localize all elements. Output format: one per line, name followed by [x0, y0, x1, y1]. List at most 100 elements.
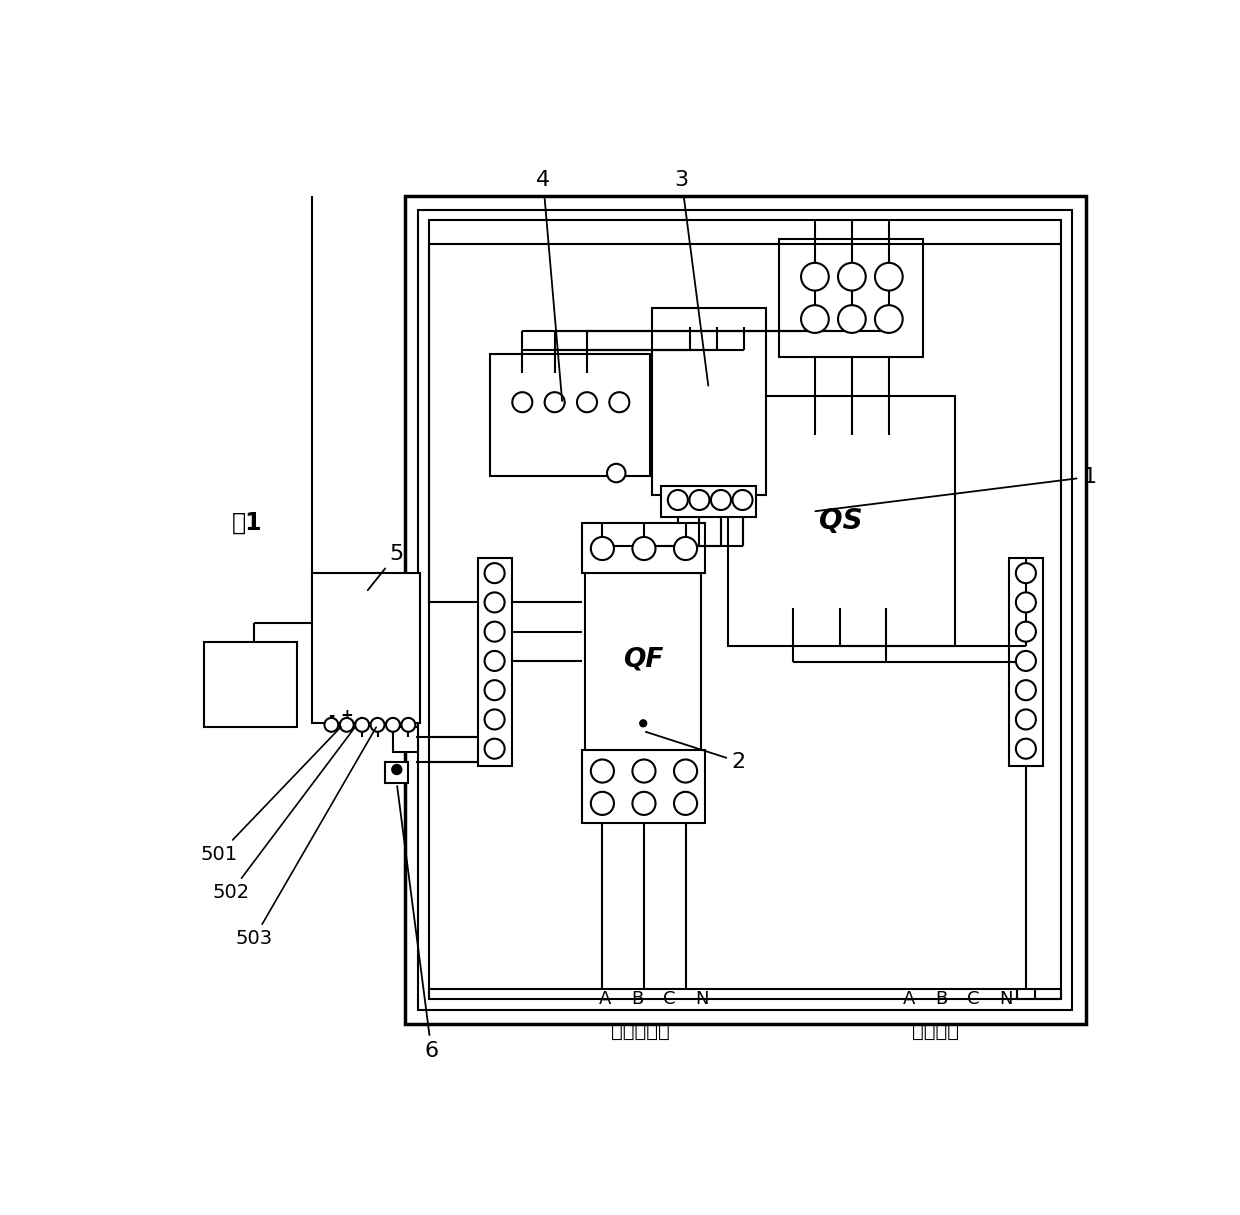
Text: B: B [631, 990, 644, 1008]
Text: 逆变器输出: 逆变器输出 [611, 1022, 670, 1041]
Circle shape [632, 759, 656, 782]
Bar [751, 419, 932, 623]
Circle shape [590, 537, 614, 560]
Bar [573, 426, 595, 450]
Bar [661, 317, 756, 486]
Bar [477, 558, 512, 765]
Bar [393, 727, 418, 752]
Bar [708, 337, 725, 468]
Bar [205, 643, 296, 727]
Circle shape [485, 651, 505, 671]
Text: QS: QS [820, 507, 863, 535]
Bar [500, 363, 641, 467]
Bar [589, 531, 697, 570]
Circle shape [485, 563, 505, 583]
Circle shape [632, 537, 656, 560]
Text: 2: 2 [646, 731, 746, 772]
Circle shape [675, 792, 697, 815]
Text: A: A [903, 990, 915, 1008]
Text: 6: 6 [397, 786, 439, 1061]
Circle shape [609, 392, 630, 412]
Circle shape [689, 490, 709, 510]
Circle shape [544, 392, 564, 412]
Bar [652, 309, 765, 496]
Circle shape [632, 792, 656, 815]
Bar [774, 442, 909, 600]
Circle shape [1016, 622, 1035, 642]
Circle shape [386, 718, 399, 731]
Circle shape [371, 718, 384, 731]
Circle shape [1016, 710, 1035, 729]
Text: 图1: 图1 [232, 512, 262, 535]
Bar [418, 210, 1073, 1010]
Circle shape [485, 593, 505, 612]
Text: N: N [999, 990, 1013, 1008]
Circle shape [1016, 593, 1035, 612]
Bar [779, 239, 924, 357]
Text: 4: 4 [536, 170, 562, 401]
Bar [386, 762, 408, 784]
Bar [682, 337, 698, 468]
Bar [797, 258, 905, 338]
Bar [766, 435, 916, 608]
Circle shape [392, 765, 402, 774]
Circle shape [875, 305, 903, 333]
Circle shape [590, 759, 614, 782]
Text: 并电网相: 并电网相 [913, 1022, 960, 1041]
Circle shape [801, 305, 828, 333]
Text: +: + [340, 708, 353, 723]
Circle shape [640, 720, 646, 727]
Text: QF: QF [622, 646, 663, 672]
Bar [508, 373, 631, 458]
Bar [670, 327, 748, 477]
Circle shape [577, 392, 596, 412]
Circle shape [801, 262, 828, 290]
Text: -: - [329, 708, 335, 723]
Text: C: C [967, 990, 980, 1008]
Circle shape [485, 680, 505, 700]
Circle shape [590, 792, 614, 815]
Bar [661, 486, 756, 516]
Bar [582, 750, 704, 824]
Circle shape [402, 718, 415, 731]
Text: 502: 502 [212, 727, 355, 903]
Bar [1009, 558, 1043, 765]
Bar [601, 426, 622, 450]
Bar [490, 355, 650, 476]
Bar [585, 565, 701, 755]
Circle shape [485, 622, 505, 642]
Bar [582, 524, 704, 573]
Text: B: B [935, 990, 947, 1008]
Circle shape [1016, 563, 1035, 583]
Text: 3: 3 [675, 170, 708, 385]
Circle shape [325, 718, 339, 731]
Circle shape [675, 537, 697, 560]
Circle shape [668, 490, 688, 510]
Circle shape [608, 464, 625, 482]
Text: 503: 503 [236, 728, 376, 949]
Text: 5: 5 [368, 544, 404, 590]
Circle shape [1016, 680, 1035, 700]
Circle shape [1016, 739, 1035, 758]
Text: C: C [663, 990, 676, 1008]
Bar [546, 426, 567, 450]
Circle shape [733, 490, 753, 510]
Text: 1: 1 [816, 467, 1096, 512]
Circle shape [340, 718, 353, 731]
Circle shape [512, 392, 532, 412]
Bar [739, 407, 944, 634]
Text: 501: 501 [201, 727, 341, 864]
Circle shape [485, 739, 505, 758]
Circle shape [355, 718, 370, 731]
Bar [735, 337, 753, 468]
Text: A: A [599, 990, 611, 1008]
Circle shape [675, 759, 697, 782]
Bar [787, 248, 914, 347]
Circle shape [1016, 651, 1035, 671]
Bar [589, 758, 697, 815]
Text: N: N [694, 990, 708, 1008]
Bar [728, 396, 955, 646]
Circle shape [838, 262, 866, 290]
Circle shape [875, 262, 903, 290]
Bar [404, 196, 1086, 1023]
